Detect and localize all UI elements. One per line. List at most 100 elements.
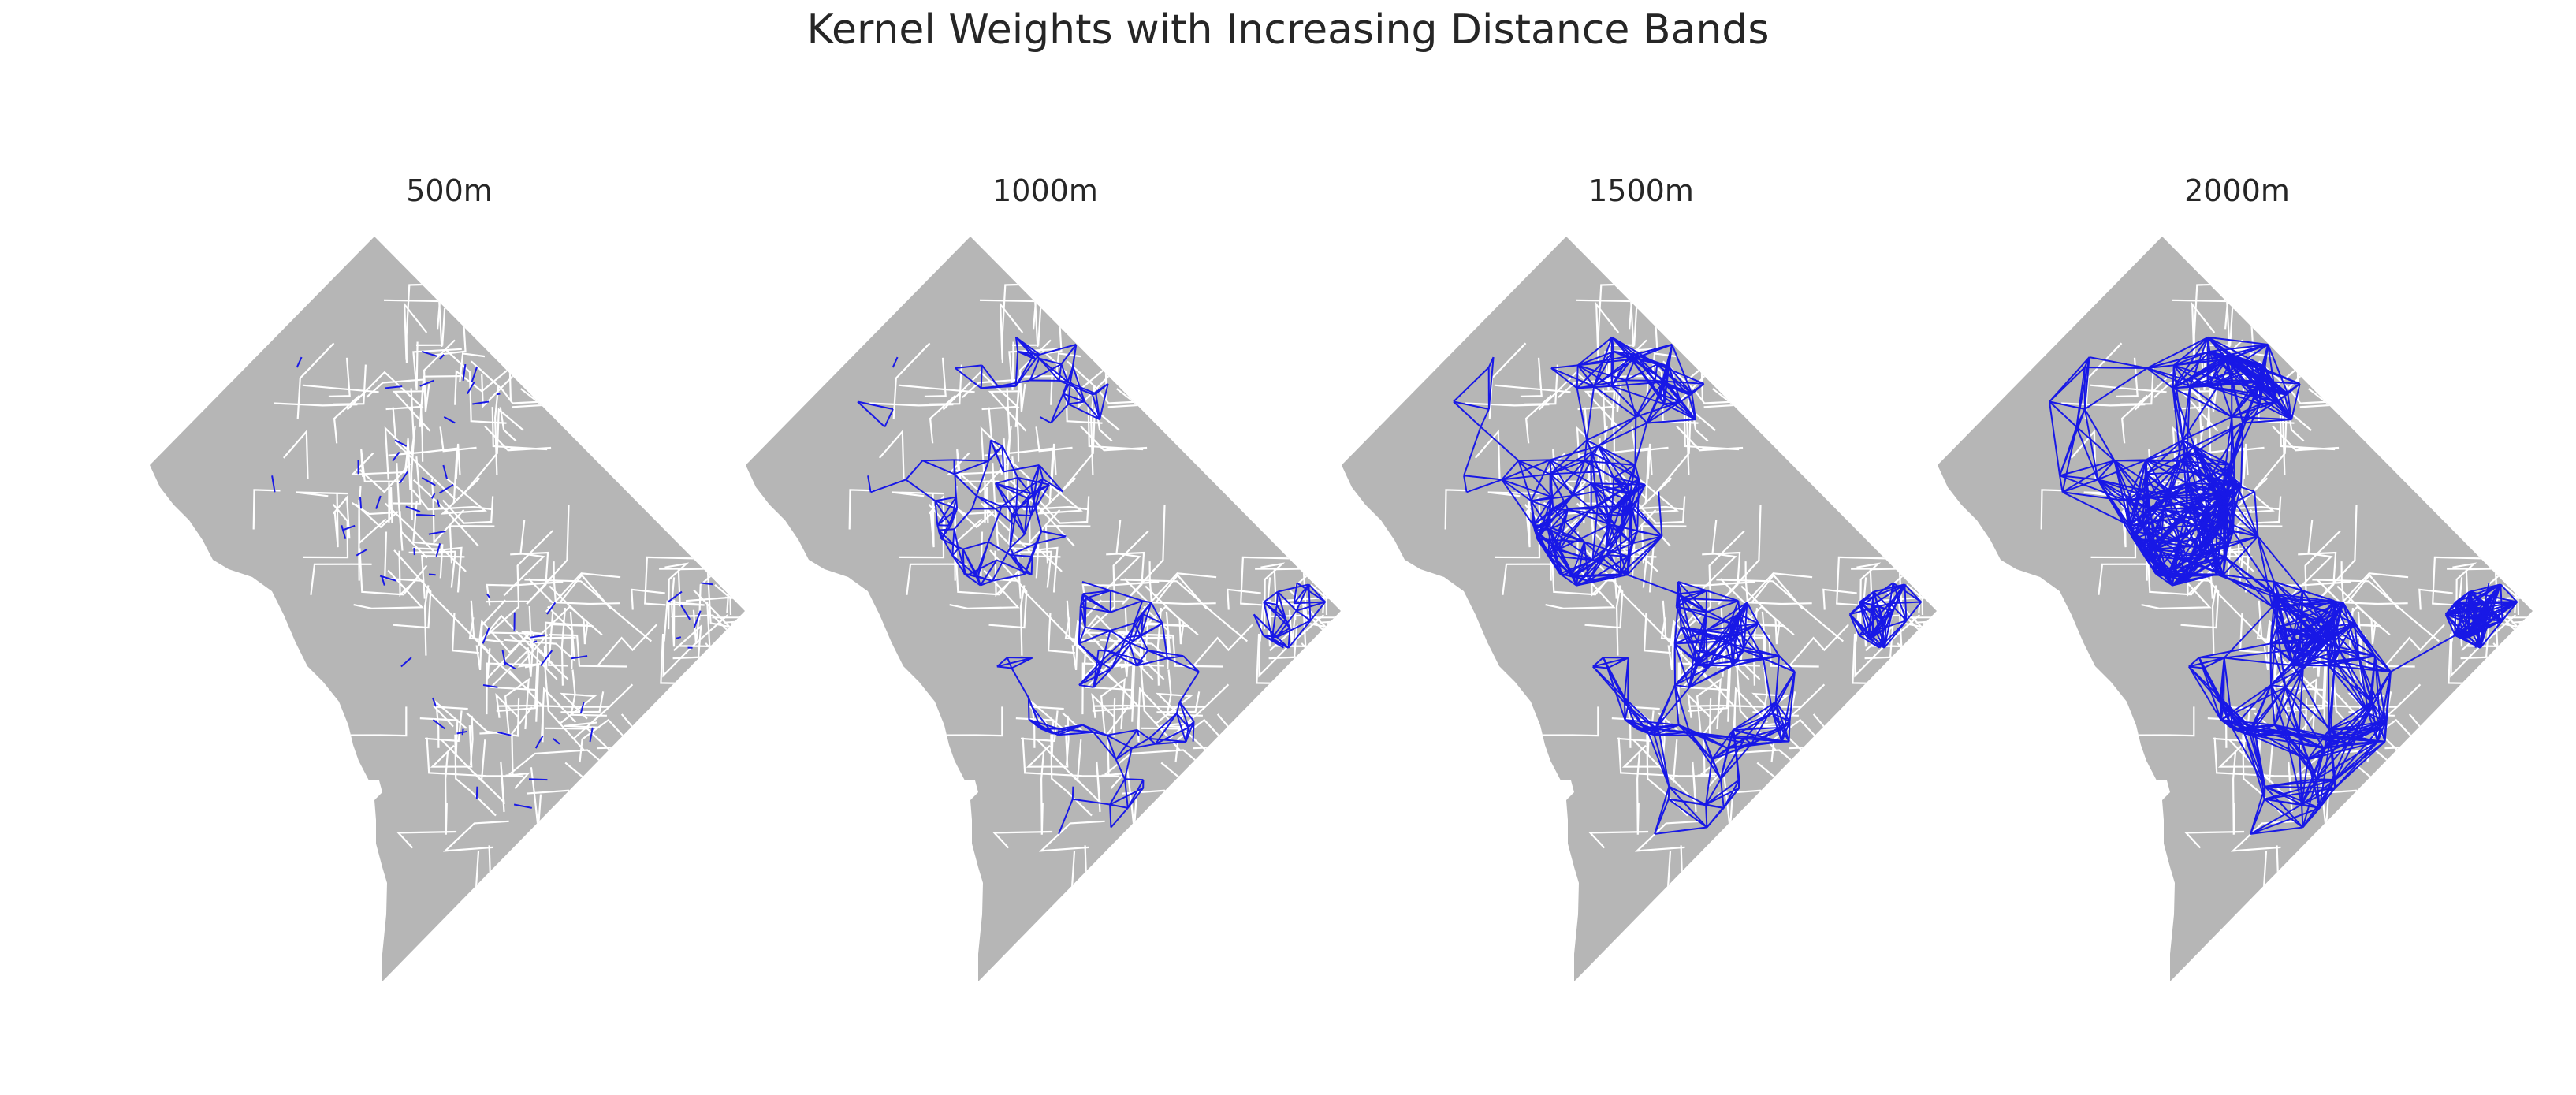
- weight-link: [979, 559, 998, 587]
- weight-link: [1889, 602, 1908, 621]
- weight-link: [1178, 671, 1200, 702]
- weight-link: [2113, 460, 2131, 531]
- tract-boundary: [388, 482, 393, 523]
- weight-link: [2302, 600, 2335, 613]
- weight-link: [2284, 687, 2325, 749]
- weight-link: [2284, 394, 2293, 420]
- tract-boundary: [1081, 662, 1136, 722]
- weight-link: [2290, 649, 2336, 662]
- weight-link: [2307, 747, 2325, 761]
- weight-link: [1680, 393, 1692, 403]
- tract-boundary: [1636, 751, 1641, 835]
- weight-link: [954, 460, 989, 475]
- weight-link: [1688, 394, 1697, 420]
- tract-boundary: [444, 751, 449, 835]
- tract-boundary: [848, 489, 877, 530]
- tract-boundary: [1074, 530, 1149, 643]
- weight-link: [2325, 622, 2360, 659]
- weight-link: [955, 367, 982, 389]
- tract-boundary: [481, 605, 533, 650]
- weight-link: [1625, 363, 1658, 382]
- tract-boundary: [489, 649, 538, 691]
- weight-link: [1676, 590, 1707, 608]
- weight-link: [1034, 354, 1040, 360]
- weight-link: [2089, 356, 2148, 369]
- weight-link: [1576, 364, 1595, 387]
- tract-boundary: [1145, 633, 1223, 668]
- tract-boundary: [956, 449, 1000, 482]
- tract-boundary: [434, 700, 467, 748]
- weight-link: [1023, 498, 1029, 534]
- weight-link: [1658, 393, 1666, 404]
- weight-link: [2334, 740, 2386, 789]
- weight-link: [1654, 826, 1707, 835]
- weight-link: [2334, 740, 2386, 780]
- weight-link: [1591, 482, 1625, 500]
- weight-link: [2302, 779, 2336, 829]
- weight-link: [1308, 583, 1326, 603]
- tract-boundary: [549, 633, 627, 668]
- weight-link: [2276, 613, 2336, 628]
- tract-boundary: [1696, 677, 1722, 734]
- tract-boundary: [2272, 425, 2340, 452]
- weight-link: [1609, 524, 1629, 575]
- tract-boundaries: [252, 274, 745, 931]
- weight-link: [2192, 505, 2228, 544]
- weight-link: [1175, 702, 1181, 714]
- weight-link: [1572, 484, 1628, 497]
- weight-link: [1596, 506, 1611, 525]
- tract-boundary: [929, 394, 956, 444]
- tract-boundary: [310, 563, 372, 595]
- weight-link: [1063, 393, 1085, 403]
- weight-link: [1068, 400, 1085, 405]
- weight-link: [405, 505, 421, 513]
- weight-link: [2207, 336, 2269, 345]
- weight-link: [1136, 729, 1140, 736]
- weight-link: [1647, 419, 1696, 424]
- weight-link: [2084, 408, 2116, 461]
- tract-boundary: [1083, 631, 1156, 672]
- tract-boundary: [1580, 482, 1585, 523]
- weight-link: [501, 650, 507, 666]
- weight-link: [2250, 728, 2325, 750]
- weight-link: [1577, 364, 1613, 387]
- weight-link: [1849, 602, 1890, 616]
- tract-boundary: [1156, 573, 1208, 610]
- weight-link: [2062, 491, 2127, 502]
- weight-link: [2049, 400, 2078, 428]
- weight-link: [1626, 485, 1632, 507]
- weight-link: [2145, 473, 2165, 509]
- weight-link: [2273, 581, 2301, 652]
- weight-link: [1501, 479, 1532, 502]
- weight-link: [2163, 452, 2188, 509]
- weight-link: [2207, 337, 2232, 356]
- weight-link: [2230, 393, 2256, 466]
- weight-link: [2186, 508, 2207, 526]
- weight-link: [1593, 351, 1615, 387]
- weight-link: [1576, 365, 1579, 389]
- weight-link: [1611, 493, 1628, 512]
- weight-link: [1128, 642, 1137, 666]
- tract-boundary: [2332, 572, 2409, 613]
- tract-boundary: [1670, 530, 1745, 643]
- weight-link: [966, 559, 997, 577]
- weight-link: [1658, 393, 1681, 403]
- weight-link: [579, 702, 585, 714]
- weight-link: [1738, 613, 1759, 624]
- weight-link: [1553, 548, 1563, 576]
- tract-boundary: [560, 573, 612, 610]
- tract-boundary: [2120, 394, 2148, 444]
- weight-link: [1011, 668, 1029, 698]
- weight-link: [1694, 649, 1704, 652]
- weight-link: [2172, 388, 2182, 461]
- weight-link: [1079, 606, 1086, 628]
- tract-boundary: [664, 562, 690, 630]
- weight-link: [1253, 613, 1264, 636]
- weight-link: [1263, 635, 1285, 649]
- weight-link: [994, 452, 1004, 472]
- tract-boundary: [2518, 621, 2533, 626]
- tract-boundary: [303, 504, 349, 559]
- weight-link: [1263, 590, 1279, 603]
- weight-link: [1706, 787, 1740, 829]
- tract-boundary: [1740, 585, 1781, 645]
